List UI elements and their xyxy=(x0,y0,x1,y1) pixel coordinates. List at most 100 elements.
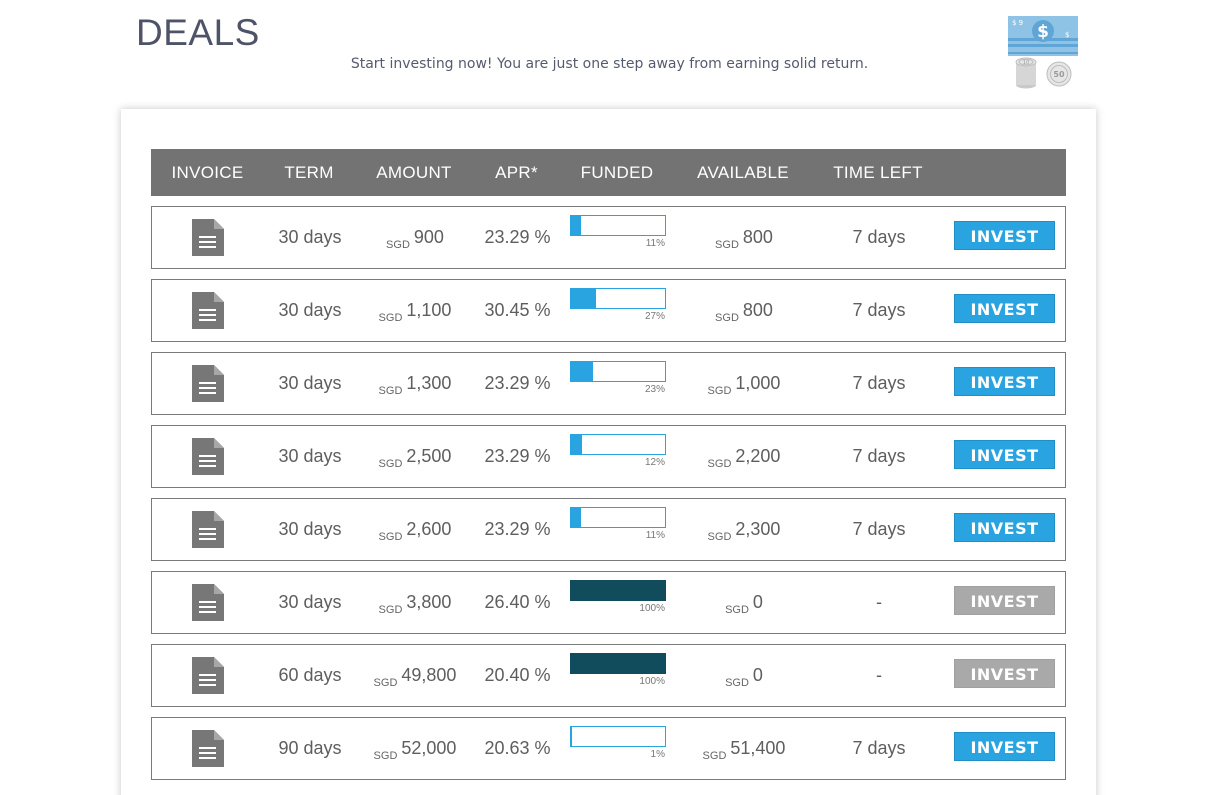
available-value: 800 xyxy=(742,300,773,320)
available-cell: SGD 51,400 xyxy=(676,718,812,779)
table-row: 30 days SGD 2,500 23.29 % 12% SGD 2,200 7 … xyxy=(151,425,1066,488)
amount-cell: SGD 49,800 xyxy=(355,645,475,706)
currency-label: SGD xyxy=(707,385,732,397)
amount-value: 3,800 xyxy=(406,592,452,612)
available-value: 2,200 xyxy=(735,446,781,466)
amount-value: 1,100 xyxy=(406,300,452,320)
apr-cell: 23.29 % xyxy=(484,519,551,539)
amount-value: 49,800 xyxy=(401,665,457,685)
amount-value: 900 xyxy=(413,227,444,247)
progress-bar xyxy=(570,215,666,236)
funded-progress: 11% xyxy=(570,507,666,541)
available-value: 0 xyxy=(752,592,763,612)
progress-fill xyxy=(571,435,583,454)
available-cell: SGD 2,200 xyxy=(676,426,812,487)
term-cell: 90 days xyxy=(278,738,342,758)
invest-button[interactable]: INVEST xyxy=(954,659,1055,688)
available-value: 1,000 xyxy=(735,373,781,393)
funded-percent: 23% xyxy=(644,384,665,395)
table-row: 30 days SGD 2,600 23.29 % 11% SGD 2,300 7 … xyxy=(151,498,1066,561)
svg-text:50: 50 xyxy=(1053,70,1065,79)
currency-label: SGD xyxy=(378,604,403,616)
available-cell: SGD 2,300 xyxy=(676,499,812,560)
svg-text:$: $ xyxy=(1037,22,1049,42)
document-icon[interactable] xyxy=(192,292,224,329)
col-term: TERM xyxy=(284,163,334,182)
svg-text:$ 9: $ 9 xyxy=(1012,19,1023,27)
invest-button[interactable]: INVEST xyxy=(954,440,1055,469)
available-cell: SGD 1,000 xyxy=(676,353,812,414)
term-cell: 30 days xyxy=(278,446,342,466)
funded-percent: 11% xyxy=(645,530,665,541)
currency-label: SGD xyxy=(715,239,739,251)
progress-fill xyxy=(571,654,665,673)
currency-label: SGD xyxy=(378,531,403,543)
amount-cell: SGD 1,100 xyxy=(355,280,475,341)
apr-cell: 20.63 % xyxy=(484,738,551,758)
col-apr: APR* xyxy=(495,163,538,182)
document-icon[interactable] xyxy=(192,438,224,475)
term-cell: 30 days xyxy=(278,300,342,320)
document-icon[interactable] xyxy=(192,365,224,402)
document-icon[interactable] xyxy=(192,730,224,767)
apr-cell: 23.29 % xyxy=(484,227,551,247)
currency-label: SGD xyxy=(707,531,732,543)
invest-button[interactable]: INVEST xyxy=(954,294,1055,323)
funded-percent: 100% xyxy=(639,603,665,614)
funded-percent: 12% xyxy=(644,457,665,468)
money-icon: $ $ 9 $ 10 50 xyxy=(1008,16,1078,89)
table-row: 30 days SGD 1,100 30.45 % 27% SGD 800 7 da… xyxy=(151,279,1066,342)
currency-label: SGD xyxy=(725,604,749,616)
time-left-cell: 7 days xyxy=(852,446,906,466)
apr-cell: 23.29 % xyxy=(484,373,551,393)
document-icon[interactable] xyxy=(192,511,224,548)
time-left-cell: 7 days xyxy=(852,300,906,320)
available-cell: SGD 0 xyxy=(676,645,812,706)
time-left-cell: 7 days xyxy=(852,373,906,393)
term-cell: 30 days xyxy=(278,519,342,539)
document-icon[interactable] xyxy=(192,584,224,621)
amount-value: 1,300 xyxy=(406,373,452,393)
invest-button[interactable]: INVEST xyxy=(954,367,1055,396)
apr-cell: 23.29 % xyxy=(484,446,551,466)
term-cell: 30 days xyxy=(278,227,342,247)
col-amount: AMOUNT xyxy=(376,163,452,182)
progress-fill xyxy=(571,581,665,600)
invest-button[interactable]: INVEST xyxy=(954,221,1055,250)
table-header: INVOICE TERM AMOUNT APR* FUNDED AVAILABL… xyxy=(151,149,1066,196)
funded-progress: 1% xyxy=(570,726,666,760)
funded-progress: 12% xyxy=(570,434,666,468)
currency-label: SGD xyxy=(378,312,403,324)
progress-bar xyxy=(570,507,666,528)
page-subtitle: Start investing now! You are just one st… xyxy=(350,56,869,72)
funded-progress: 23% xyxy=(570,361,666,395)
table-row: 90 days SGD 52,000 20.63 % 1% SGD 51,400 7… xyxy=(151,717,1066,780)
col-time-left: TIME LEFT xyxy=(833,163,923,182)
available-value: 2,300 xyxy=(735,519,781,539)
svg-text:$: $ xyxy=(1065,31,1069,39)
invest-button[interactable]: INVEST xyxy=(954,586,1055,615)
document-icon[interactable] xyxy=(192,219,224,256)
amount-cell: SGD 1,300 xyxy=(355,353,475,414)
apr-cell: 26.40 % xyxy=(484,592,551,612)
funded-percent: 11% xyxy=(645,238,665,249)
amount-cell: SGD 52,000 xyxy=(355,718,475,779)
progress-bar xyxy=(570,653,666,674)
time-left-cell: 7 days xyxy=(852,227,906,247)
invest-button[interactable]: INVEST xyxy=(954,732,1055,761)
currency-label: SGD xyxy=(702,750,727,762)
document-icon[interactable] xyxy=(192,657,224,694)
funded-percent: 1% xyxy=(650,749,665,760)
currency-label: SGD xyxy=(378,385,403,397)
table-row: 30 days SGD 900 23.29 % 11% SGD 800 7 days… xyxy=(151,206,1066,269)
amount-cell: SGD 3,800 xyxy=(355,572,475,633)
amount-cell: SGD 2,500 xyxy=(355,426,475,487)
currency-label: SGD xyxy=(725,677,749,689)
table-row: 30 days SGD 1,300 23.29 % 23% SGD 1,000 7 … xyxy=(151,352,1066,415)
invest-button[interactable]: INVEST xyxy=(954,513,1055,542)
amount-cell: SGD 900 xyxy=(355,207,475,268)
currency-label: SGD xyxy=(373,677,398,689)
apr-cell: 30.45 % xyxy=(484,300,551,320)
time-left-cell: - xyxy=(876,665,882,685)
time-left-cell: 7 days xyxy=(852,519,906,539)
